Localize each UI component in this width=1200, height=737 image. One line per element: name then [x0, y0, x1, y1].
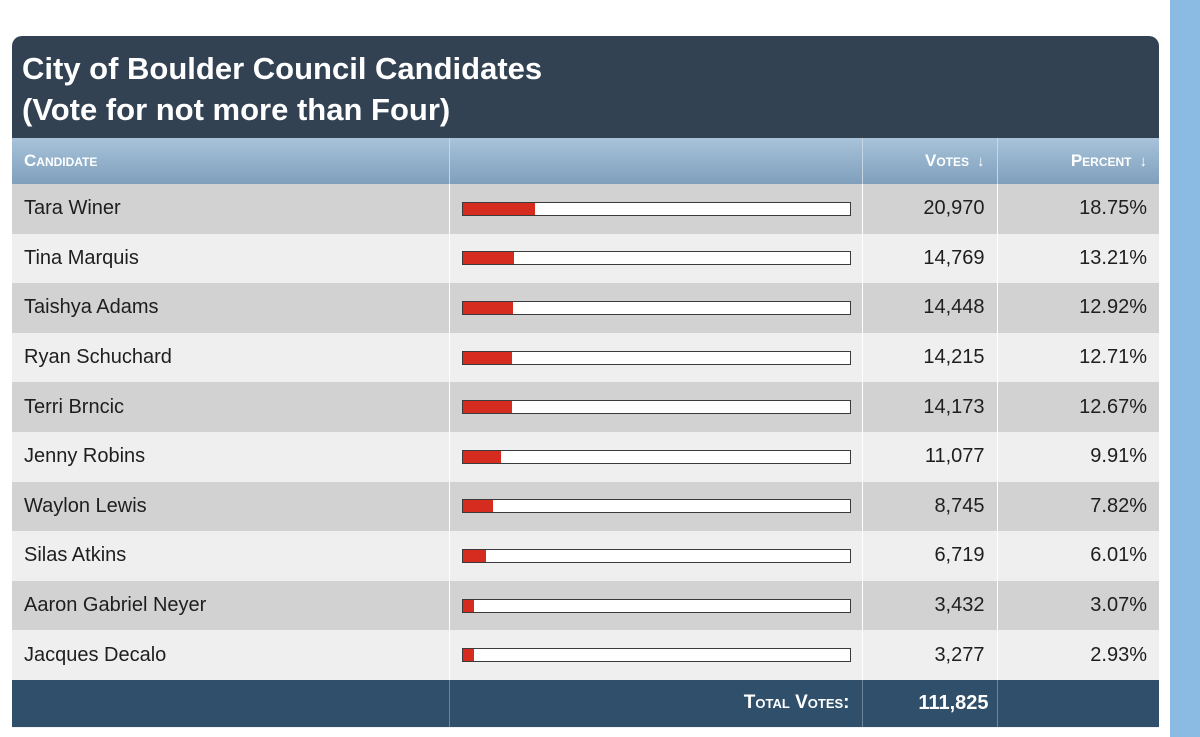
vote-percent: 13.21%	[997, 233, 1159, 284]
column-header-percent[interactable]: Percent ↓	[997, 138, 1159, 184]
footer-row: Total Votes: 111,825	[12, 679, 1159, 727]
vote-share-bar-cell	[449, 283, 863, 333]
total-votes-value: 111,825	[862, 679, 998, 727]
vote-share-bar-cell	[449, 233, 863, 284]
candidate-name: Jenny Robins	[12, 431, 450, 482]
footer-spacer	[12, 679, 450, 727]
results-title: City of Boulder Council Candidates (Vote…	[12, 36, 1159, 138]
column-header-bar	[449, 138, 863, 184]
vote-share-fill	[462, 252, 514, 265]
vote-count: 3,277	[862, 630, 998, 680]
vote-percent: 12.67%	[997, 382, 1159, 432]
table-row: Taishya Adams 14,448 12.92%	[12, 283, 1159, 333]
title-line-1: City of Boulder Council Candidates	[22, 51, 543, 86]
vote-share-bar-cell	[449, 580, 863, 631]
vote-percent: 9.91%	[997, 431, 1159, 482]
table-row: Ryan Schuchard 14,215 12.71%	[12, 332, 1159, 383]
candidate-name: Tina Marquis	[12, 233, 450, 284]
candidate-name: Silas Atkins	[12, 531, 450, 581]
vote-share-bar	[461, 201, 851, 216]
vote-share-fill	[462, 202, 536, 215]
vote-share-bar	[461, 598, 851, 613]
candidate-name: Aaron Gabriel Neyer	[12, 580, 450, 631]
vote-count: 11,077	[862, 431, 998, 482]
vote-percent: 7.82%	[997, 481, 1159, 532]
title-line-2: (Vote for not more than Four)	[22, 92, 451, 127]
vote-count: 14,448	[862, 283, 998, 333]
vote-share-bar-cell	[449, 184, 863, 234]
vote-share-bar	[461, 400, 851, 415]
table-row: Aaron Gabriel Neyer 3,432 3.07%	[12, 580, 1159, 631]
vote-share-bar	[461, 548, 851, 563]
vote-share-bar-cell	[449, 382, 863, 432]
vote-percent: 12.92%	[997, 283, 1159, 333]
candidate-name: Taishya Adams	[12, 283, 450, 333]
table-row: Terri Brncic 14,173 12.67%	[12, 382, 1159, 432]
vote-share-bar	[461, 499, 851, 514]
vote-share-fill	[462, 351, 512, 364]
candidate-name: Jacques Decalo	[12, 630, 450, 680]
total-votes-label: Total Votes:	[449, 679, 863, 727]
candidate-name: Ryan Schuchard	[12, 332, 450, 383]
vote-share-bar	[461, 350, 851, 365]
table-row: Tara Winer 20,970 18.75%	[12, 184, 1159, 234]
vote-count: 14,769	[862, 233, 998, 284]
results-table: Candidate Votes ↓ Percent ↓ Tara Winer 20,9…	[12, 138, 1159, 727]
vote-share-fill	[462, 549, 486, 562]
results-panel: City of Boulder Council Candidates (Vote…	[12, 36, 1159, 728]
column-header-votes[interactable]: Votes ↓	[862, 138, 998, 184]
vote-share-bar-cell	[449, 630, 863, 680]
candidate-rows: Tara Winer 20,970 18.75% Tina Marquis 14,769…	[12, 184, 1159, 680]
vote-count: 8,745	[862, 481, 998, 532]
vote-share-bar-cell	[449, 481, 863, 532]
table-row: Tina Marquis 14,769 13.21%	[12, 233, 1159, 284]
header-row: Candidate Votes ↓ Percent ↓	[12, 138, 1159, 184]
vote-share-bar	[461, 300, 851, 315]
vote-percent: 6.01%	[997, 531, 1159, 581]
candidate-name: Terri Brncic	[12, 382, 450, 432]
vote-count: 20,970	[862, 184, 998, 234]
vote-count: 14,173	[862, 382, 998, 432]
vote-share-fill	[462, 301, 513, 314]
arrow-down-icon: ↓	[1139, 153, 1148, 170]
table-row: Jacques Decalo 3,277 2.93%	[12, 630, 1159, 680]
vote-share-fill	[462, 401, 512, 414]
table-row: Waylon Lewis 8,745 7.82%	[12, 481, 1159, 532]
vote-share-bar	[461, 449, 851, 464]
background-strip	[1170, 0, 1200, 737]
vote-share-bar-cell	[449, 332, 863, 383]
vote-share-fill	[462, 599, 475, 612]
footer-empty	[997, 679, 1159, 727]
vote-share-fill	[462, 649, 474, 662]
vote-percent: 2.93%	[997, 630, 1159, 680]
vote-percent: 12.71%	[997, 332, 1159, 383]
vote-count: 6,719	[862, 531, 998, 581]
vote-percent: 3.07%	[997, 580, 1159, 631]
table-row: Jenny Robins 11,077 9.91%	[12, 431, 1159, 482]
vote-share-bar-cell	[449, 531, 863, 581]
candidate-name: Waylon Lewis	[12, 481, 450, 532]
vote-count: 3,432	[862, 580, 998, 631]
table-row: Silas Atkins 6,719 6.01%	[12, 531, 1159, 581]
vote-share-fill	[462, 450, 501, 463]
candidate-name: Tara Winer	[12, 184, 450, 234]
vote-count: 14,215	[862, 332, 998, 383]
vote-share-bar	[461, 648, 851, 663]
vote-share-bar	[461, 251, 851, 266]
vote-percent: 18.75%	[997, 184, 1159, 234]
vote-share-fill	[462, 500, 493, 513]
column-header-candidate[interactable]: Candidate	[12, 138, 450, 184]
arrow-down-icon: ↓	[977, 153, 985, 170]
vote-share-bar-cell	[449, 431, 863, 482]
